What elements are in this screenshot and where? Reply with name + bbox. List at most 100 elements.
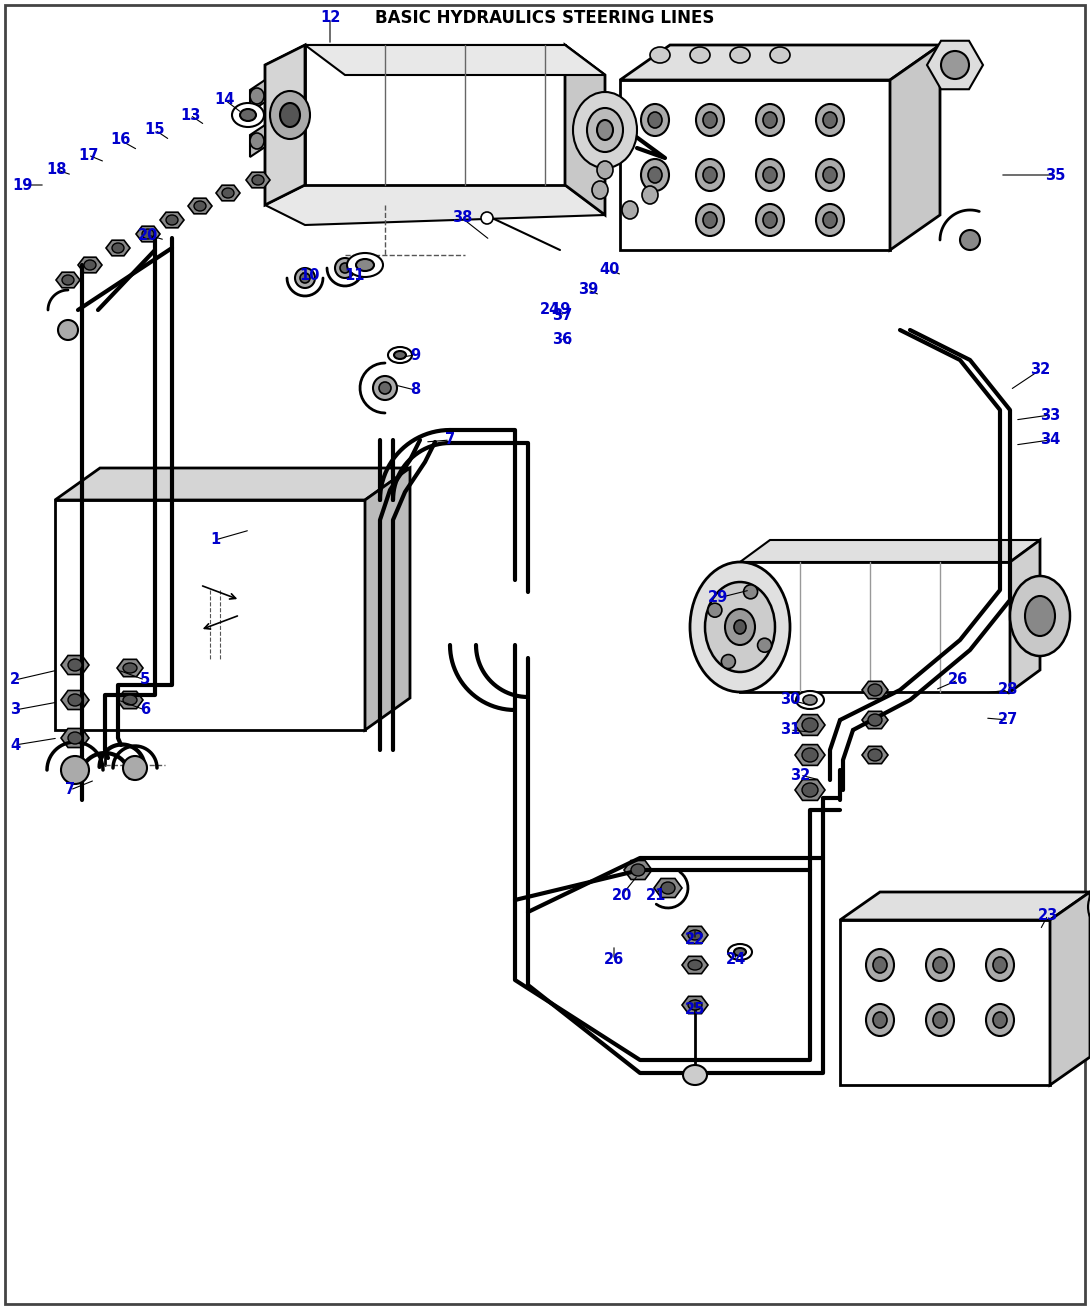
Text: 27: 27	[997, 712, 1018, 728]
Ellipse shape	[688, 959, 702, 970]
Ellipse shape	[703, 113, 717, 128]
Ellipse shape	[1010, 576, 1070, 656]
Ellipse shape	[823, 168, 837, 183]
Ellipse shape	[688, 929, 702, 940]
Text: 6: 6	[140, 703, 150, 717]
Ellipse shape	[123, 757, 147, 780]
Text: 37: 37	[552, 308, 572, 322]
Ellipse shape	[763, 212, 777, 228]
Polygon shape	[795, 715, 825, 736]
Polygon shape	[862, 711, 888, 729]
Ellipse shape	[823, 113, 837, 128]
Ellipse shape	[250, 88, 264, 103]
Polygon shape	[305, 45, 605, 75]
Ellipse shape	[68, 658, 82, 672]
Ellipse shape	[58, 319, 78, 340]
Text: 33: 33	[1040, 407, 1061, 423]
Text: 21: 21	[645, 888, 666, 902]
Text: 14: 14	[215, 93, 235, 107]
Ellipse shape	[1088, 889, 1090, 925]
Polygon shape	[623, 860, 652, 880]
Ellipse shape	[388, 347, 412, 363]
Ellipse shape	[123, 662, 137, 673]
Ellipse shape	[697, 103, 724, 136]
Ellipse shape	[993, 957, 1007, 973]
Ellipse shape	[816, 158, 844, 191]
Ellipse shape	[661, 882, 675, 894]
Ellipse shape	[823, 212, 837, 228]
Ellipse shape	[166, 215, 178, 225]
Ellipse shape	[335, 258, 355, 278]
Polygon shape	[682, 957, 708, 974]
Ellipse shape	[703, 212, 717, 228]
Ellipse shape	[730, 47, 750, 63]
Text: 40: 40	[600, 263, 620, 278]
Polygon shape	[795, 745, 825, 766]
Polygon shape	[265, 45, 305, 206]
Ellipse shape	[373, 376, 397, 401]
Polygon shape	[250, 124, 265, 157]
Polygon shape	[654, 878, 682, 898]
Text: 32: 32	[1030, 363, 1050, 377]
Polygon shape	[840, 920, 1050, 1085]
Polygon shape	[740, 562, 1010, 692]
Polygon shape	[187, 198, 211, 213]
Polygon shape	[620, 80, 891, 250]
Ellipse shape	[722, 654, 736, 669]
Text: 16: 16	[110, 132, 130, 148]
Text: 28: 28	[997, 682, 1018, 698]
Text: 3: 3	[10, 703, 20, 717]
Polygon shape	[620, 45, 940, 80]
Ellipse shape	[796, 691, 824, 709]
Text: 34: 34	[1040, 432, 1061, 448]
Polygon shape	[305, 45, 605, 75]
Polygon shape	[1050, 891, 1090, 1085]
Polygon shape	[365, 469, 410, 730]
Polygon shape	[106, 241, 130, 255]
Text: 11: 11	[344, 267, 365, 283]
Text: 39: 39	[578, 283, 598, 297]
Text: 29: 29	[707, 590, 728, 606]
Ellipse shape	[340, 263, 350, 274]
Ellipse shape	[756, 158, 784, 191]
Ellipse shape	[222, 188, 234, 198]
Ellipse shape	[734, 948, 746, 956]
Text: 38: 38	[452, 211, 472, 225]
Ellipse shape	[865, 1004, 894, 1035]
Ellipse shape	[926, 949, 954, 980]
Ellipse shape	[347, 253, 383, 278]
Text: 1: 1	[210, 533, 220, 547]
Text: 22: 22	[685, 932, 705, 948]
Ellipse shape	[743, 585, 758, 598]
Ellipse shape	[734, 620, 746, 634]
Ellipse shape	[758, 639, 772, 652]
Text: 25: 25	[685, 1003, 705, 1017]
Ellipse shape	[868, 749, 882, 761]
Polygon shape	[265, 45, 305, 206]
Ellipse shape	[873, 1012, 887, 1028]
Text: 19: 19	[12, 178, 33, 192]
Ellipse shape	[683, 1066, 707, 1085]
Text: 5: 5	[140, 673, 150, 687]
Polygon shape	[795, 780, 825, 800]
Polygon shape	[862, 682, 888, 699]
Ellipse shape	[868, 685, 882, 696]
Text: 26: 26	[604, 953, 625, 967]
Ellipse shape	[868, 713, 882, 726]
Text: 2: 2	[10, 673, 20, 687]
Ellipse shape	[986, 1004, 1014, 1035]
Ellipse shape	[68, 732, 82, 744]
Ellipse shape	[270, 92, 310, 139]
Text: 24: 24	[540, 302, 560, 318]
Polygon shape	[682, 996, 708, 1013]
Ellipse shape	[142, 229, 154, 240]
Text: 10: 10	[300, 267, 320, 283]
Polygon shape	[160, 212, 184, 228]
Text: 19: 19	[549, 302, 570, 318]
Polygon shape	[117, 691, 143, 708]
Ellipse shape	[631, 864, 645, 876]
Text: 15: 15	[145, 123, 166, 137]
Text: 20: 20	[137, 228, 158, 242]
Ellipse shape	[941, 51, 969, 79]
Ellipse shape	[240, 109, 256, 120]
